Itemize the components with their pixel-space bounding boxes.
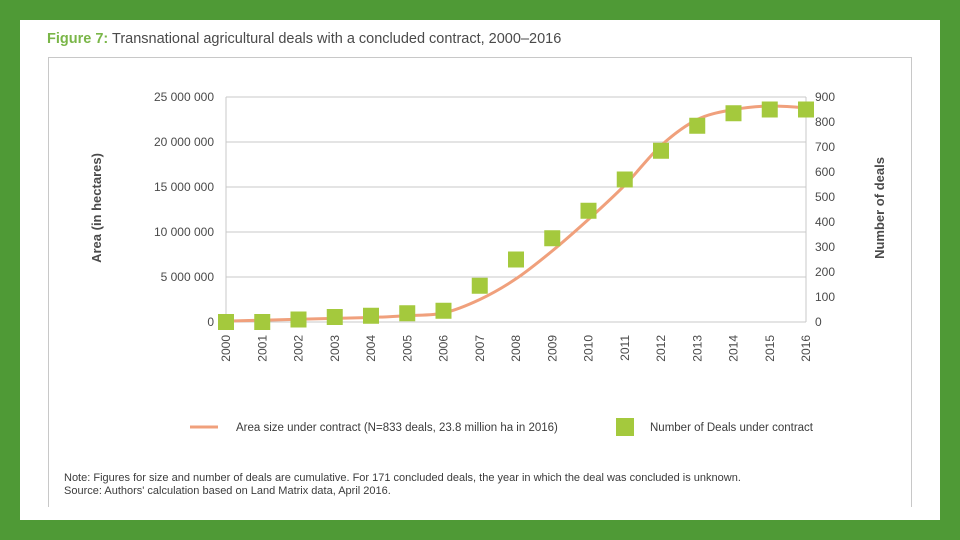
left-tick-label: 10 000 000 <box>154 225 214 239</box>
right-tick-label: 0 <box>815 315 822 329</box>
figure-title: Figure 7: Transnational agricultural dea… <box>47 31 561 47</box>
left-axis-title: Area (in hectares) <box>89 153 104 263</box>
legend-square-swatch <box>616 418 634 436</box>
frame-right-line <box>911 57 912 507</box>
frame-left-line <box>48 57 49 507</box>
right-tick-label: 600 <box>815 165 835 179</box>
x-tick-label: 2009 <box>545 335 559 362</box>
right-tick-label: 800 <box>815 115 835 129</box>
x-tick-label: 2008 <box>509 335 523 362</box>
deal-count-marker <box>544 230 561 247</box>
right-tick-label: 100 <box>815 290 835 304</box>
x-tick-label: 2003 <box>328 335 342 362</box>
x-tick-label: 2014 <box>727 335 741 362</box>
legend-square-label: Number of Deals under contract <box>650 422 814 434</box>
x-tick-label: 2001 <box>255 335 269 362</box>
right-tick-label: 900 <box>815 90 835 104</box>
deal-count-marker <box>653 142 669 159</box>
x-tick-label: 2000 <box>219 335 233 362</box>
x-tick-label: 2015 <box>763 335 777 362</box>
deal-count-marker <box>761 101 778 118</box>
right-tick-label: 500 <box>815 190 835 204</box>
source-text: Source: Authors' calculation based on La… <box>64 485 391 497</box>
deal-count-marker <box>363 307 379 324</box>
deal-count-marker <box>218 314 234 330</box>
deal-count-marker <box>254 314 271 330</box>
deal-count-marker <box>399 305 416 322</box>
x-tick-label: 2007 <box>473 335 487 362</box>
deal-count-marker <box>326 309 343 325</box>
x-tick-label: 2013 <box>690 335 704 362</box>
right-tick-label: 300 <box>815 240 835 254</box>
left-tick-label: 25 000 000 <box>154 90 214 104</box>
x-tick-label: 2004 <box>364 335 378 362</box>
deal-count-marker <box>580 202 597 219</box>
x-tick-label: 2005 <box>400 335 414 362</box>
figure-notes: Note: Figures for size and number of dea… <box>64 472 741 498</box>
deal-count-marker <box>508 251 524 268</box>
x-tick-label: 2006 <box>437 335 451 362</box>
right-tick-label: 400 <box>815 215 835 229</box>
left-tick-label: 15 000 000 <box>154 180 214 194</box>
note-text: Note: Figures for size and number of dea… <box>64 472 741 484</box>
figure-title-text: Transnational agricultural deals with a … <box>112 31 562 47</box>
x-tick-label: 2002 <box>292 335 306 362</box>
deal-count-marker <box>725 105 742 122</box>
x-tick-label: 2011 <box>618 335 632 361</box>
left-tick-label: 0 <box>207 315 214 329</box>
deal-count-marker <box>798 101 814 118</box>
frame-top-line <box>48 57 911 58</box>
deal-count-marker <box>616 171 633 188</box>
x-tick-label: 2016 <box>799 335 813 362</box>
x-tick-label: 2012 <box>654 335 668 362</box>
deal-count-marker <box>689 117 706 134</box>
left-tick-label: 5 000 000 <box>161 270 215 284</box>
x-tick-label: 2010 <box>582 335 596 362</box>
left-tick-label: 20 000 000 <box>154 135 214 149</box>
legend-line-label: Area size under contract (N=833 deals, 2… <box>236 422 558 434</box>
deal-count-marker <box>435 302 452 319</box>
area-line <box>224 104 808 323</box>
deal-count-marker <box>471 277 488 294</box>
right-axis-title: Number of deals <box>872 157 887 259</box>
deal-count-marker <box>290 311 307 328</box>
figure-label: Figure 7: <box>47 31 109 47</box>
right-tick-label: 200 <box>815 265 835 279</box>
figure-panel: Figure 7: Transnational agricultural dea… <box>20 20 940 520</box>
right-tick-label: 700 <box>815 140 835 154</box>
